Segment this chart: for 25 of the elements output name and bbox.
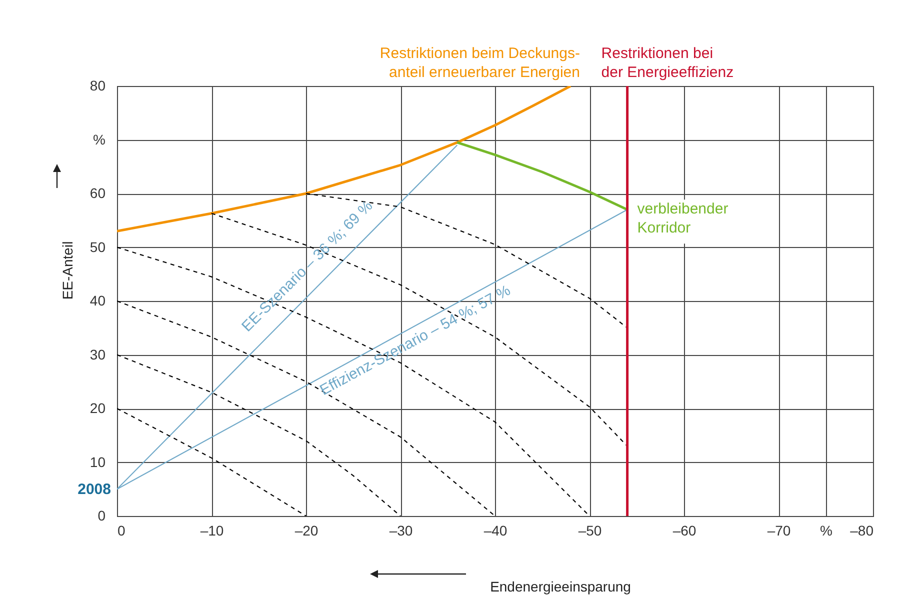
x-tick-label: 0: [118, 522, 126, 538]
x-tick-label: %: [820, 522, 832, 538]
y-tick-label: 20: [90, 400, 106, 416]
x-axis-title: Endenergieeinsparung: [490, 578, 631, 594]
x-tick-label: –50: [578, 522, 602, 538]
y-tick-label: 60: [90, 185, 106, 201]
y-tick-label: 80: [90, 78, 106, 94]
x-tick-label: –40: [484, 522, 508, 538]
y-tick-label: 10: [90, 454, 106, 470]
ref-line-label: Restriktionen bei der Energieeffizienz: [601, 45, 734, 81]
text: Restriktionen beim Deckungs- anteil erneuerbarer Energien: [380, 45, 580, 81]
x-tick-label: –80: [850, 522, 874, 538]
y-tick-label: %: [93, 131, 106, 148]
y-axis-title: EE-Anteil: [60, 241, 76, 300]
x-tick-label: –60: [672, 522, 696, 538]
y-tick-label: 30: [90, 346, 106, 362]
y-tick-label: 40: [90, 292, 106, 308]
x-tick-label: –20: [294, 522, 318, 538]
x-tick-label: –70: [767, 522, 791, 538]
x-tick-label: –30: [389, 522, 413, 538]
annotation: verbleibender Korridor: [637, 200, 728, 237]
x-tick-label: –10: [200, 522, 224, 538]
y-tick-label: 0: [98, 508, 106, 524]
y-tick-label: 50: [90, 238, 106, 255]
annotation: 2008: [78, 481, 111, 498]
